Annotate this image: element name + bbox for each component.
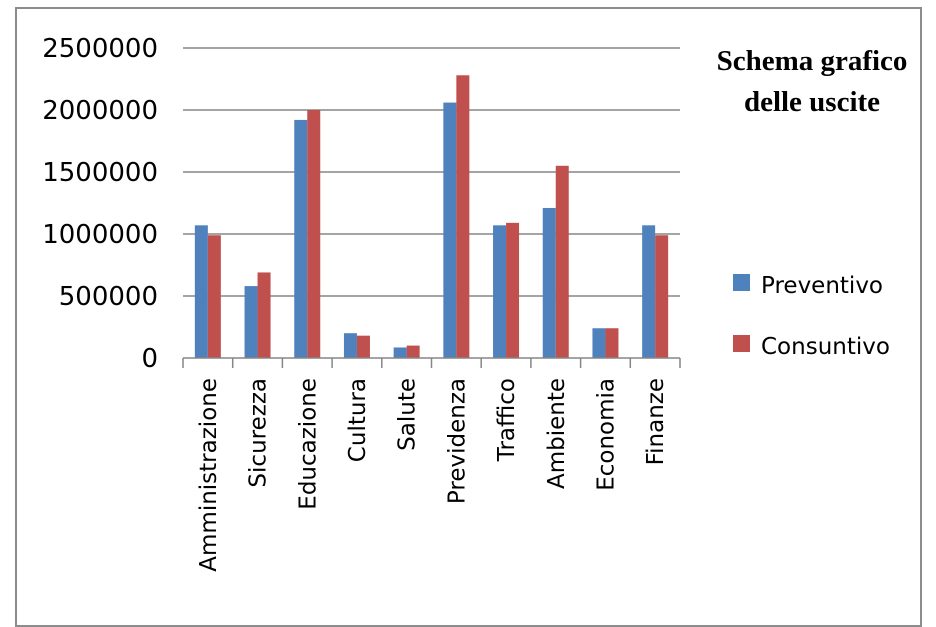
legend: Preventivo Consuntivo <box>733 273 890 360</box>
x-axis-category-labels: Amministrazione Sicurezza Educazione Cultur… <box>196 378 669 572</box>
x-axis <box>182 357 681 368</box>
bar-preventivo-ambiente <box>542 207 556 358</box>
bar-preventivo-previdenza <box>443 102 457 358</box>
bar-consuntivo-cultura <box>356 335 370 358</box>
bar-consuntivo-traffico <box>506 222 520 358</box>
bar-preventivo-sicurezza <box>244 286 258 358</box>
bar-consuntivo-amministrazione <box>207 235 221 358</box>
y-tick-label: 1500000 <box>42 158 158 188</box>
bar-consuntivo-economia <box>605 328 619 358</box>
y-tick-label: 2000000 <box>42 96 158 126</box>
x-category-label: Traffico <box>494 378 520 462</box>
legend-label-preventivo: Preventivo <box>761 273 883 299</box>
y-tick-label: 1000000 <box>42 220 158 250</box>
chart-title-line-1: Schema grafico <box>717 45 908 77</box>
y-axis-tick-labels: 0 500000 1000000 1500000 2000000 2500000 <box>42 34 158 374</box>
bar-consuntivo-finanze <box>655 235 669 358</box>
y-tick-label: 0 <box>141 344 158 374</box>
x-category-label: Cultura <box>345 378 371 462</box>
bar-preventivo-finanze <box>642 225 656 358</box>
x-category-label: Economia <box>593 378 619 491</box>
x-category-label: Ambiente <box>544 378 570 489</box>
legend-label-consuntivo: Consuntivo <box>761 334 890 360</box>
bar-preventivo-educazione <box>294 119 308 358</box>
y-tick-label: 500000 <box>59 282 158 312</box>
bar-preventivo-traffico <box>493 225 507 358</box>
bar-consuntivo-ambiente <box>555 165 569 358</box>
x-category-label: Educazione <box>295 378 321 510</box>
bar-preventivo-salute <box>393 347 407 358</box>
bar-preventivo-cultura <box>343 333 357 358</box>
bar-consuntivo-sicurezza <box>257 272 271 358</box>
y-tick-label: 2500000 <box>42 34 158 64</box>
bar-consuntivo-salute <box>406 345 420 358</box>
x-category-label: Finanze <box>643 378 669 465</box>
bar-series <box>194 75 669 358</box>
legend-swatch-preventivo <box>733 274 750 291</box>
legend-swatch-consuntivo <box>733 335 750 352</box>
chart-title-line-2: delle uscite <box>744 86 880 118</box>
bar-consuntivo-educazione <box>307 110 321 358</box>
x-category-label: Sicurezza <box>246 378 272 488</box>
gridlines <box>183 47 680 297</box>
bar-consuntivo-previdenza <box>456 75 470 358</box>
bar-preventivo-amministrazione <box>194 225 208 358</box>
x-category-label: Amministrazione <box>196 378 222 572</box>
bar-preventivo-economia <box>592 328 606 358</box>
x-category-label: Previdenza <box>444 378 470 504</box>
x-category-label: Salute <box>395 378 421 451</box>
